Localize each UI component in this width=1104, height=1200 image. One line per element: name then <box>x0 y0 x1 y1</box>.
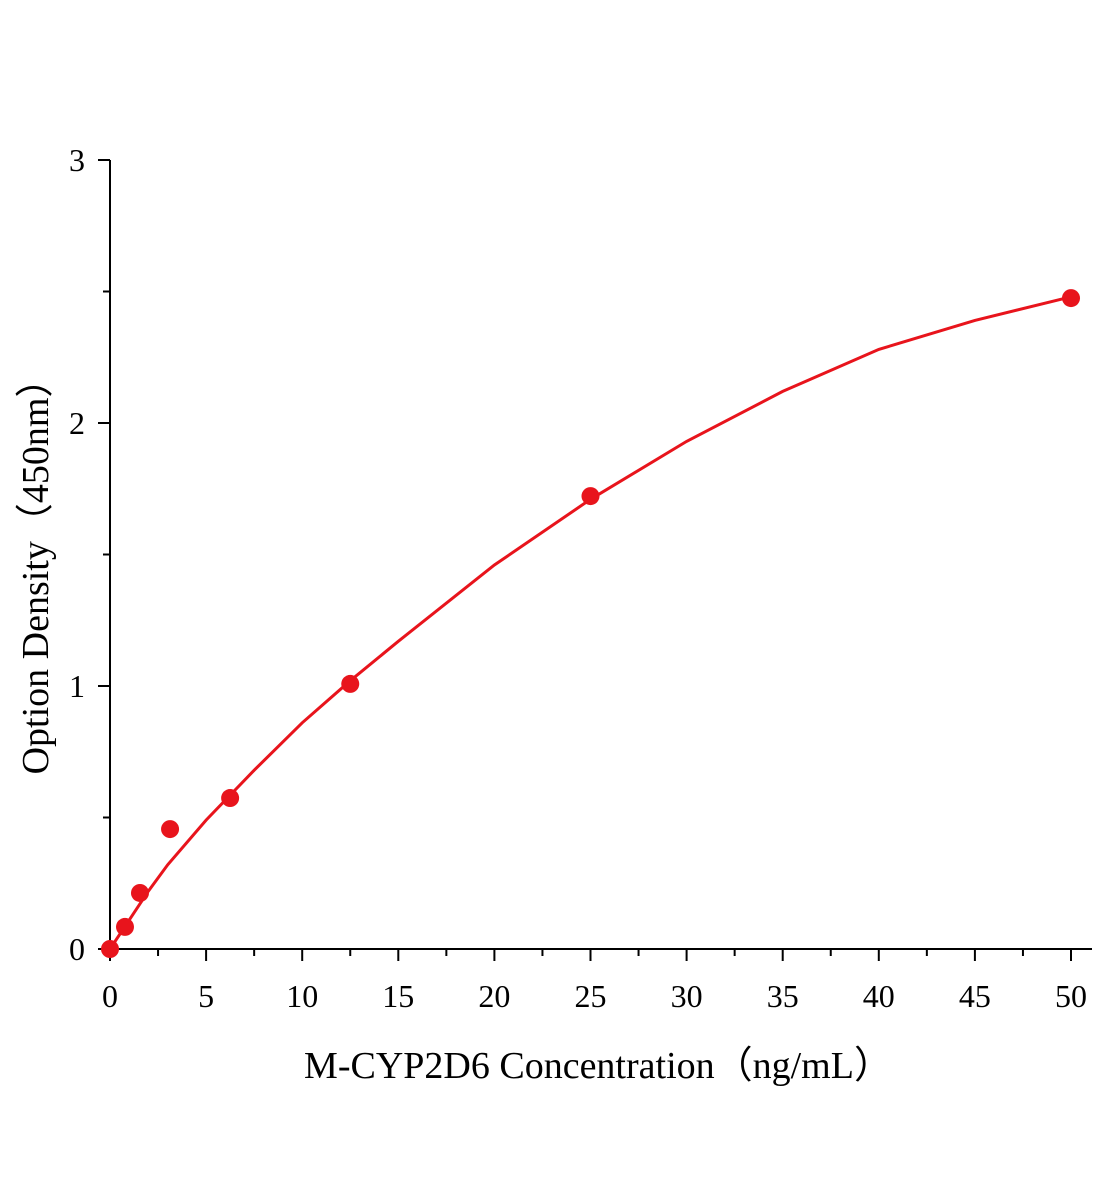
x-tick-label: 40 <box>863 978 895 1014</box>
y-tick-label: 0 <box>69 931 85 967</box>
x-tick-label: 50 <box>1055 978 1087 1014</box>
x-tick-label: 10 <box>286 978 318 1014</box>
x-tick-label: 20 <box>478 978 510 1014</box>
y-tick-label: 1 <box>69 668 85 704</box>
x-tick-label: 45 <box>959 978 991 1014</box>
x-axis-label: M-CYP2D6 Concentration（ng/mL） <box>304 1045 892 1087</box>
x-tick-label: 35 <box>767 978 799 1014</box>
data-point <box>130 883 149 902</box>
x-tick-label: 0 <box>102 978 118 1014</box>
data-point <box>341 674 360 693</box>
x-tick-label: 15 <box>382 978 414 1014</box>
data-point <box>161 820 180 839</box>
data-point <box>101 940 119 958</box>
data-point <box>115 917 134 936</box>
y-axis-label: Option Density（450nm） <box>15 360 57 775</box>
x-tick-label: 5 <box>198 978 214 1014</box>
y-tick-label: 2 <box>69 405 85 441</box>
x-tick-label: 30 <box>671 978 703 1014</box>
y-tick-label: 3 <box>69 142 85 178</box>
data-point <box>221 789 240 808</box>
data-point <box>581 487 600 506</box>
x-tick-label: 25 <box>575 978 607 1014</box>
fit-curve <box>108 295 1072 950</box>
data-point <box>1062 289 1080 308</box>
